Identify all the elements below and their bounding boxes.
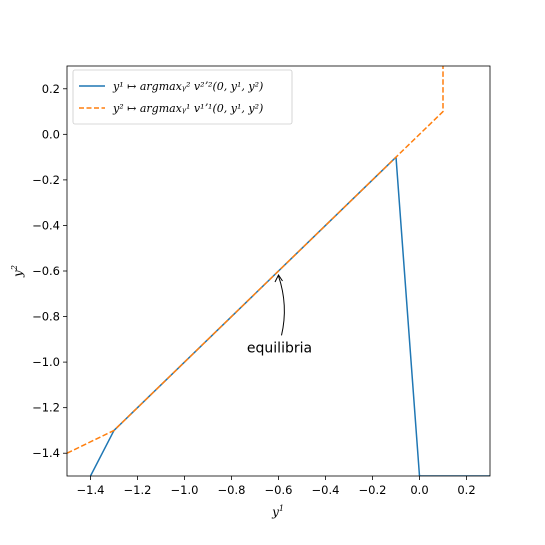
x-axis: −1.4 −1.2 −1.0 −0.8 −0.6 −0.4 −0.2 0.0 0.2 bbox=[77, 476, 476, 497]
x-tick-label: −1.2 bbox=[124, 483, 152, 497]
y-tick-label: −0.6 bbox=[32, 264, 60, 278]
x-tick-label: −0.8 bbox=[218, 483, 246, 497]
equilibria-annotation-arrowhead bbox=[274, 274, 283, 283]
x-axis-label: y1 bbox=[271, 504, 284, 519]
y-tick-label: −1.2 bbox=[32, 401, 60, 415]
y-tick-label: 0.2 bbox=[42, 82, 60, 96]
legend-entry-series-2: y² ↦ argmaxᵧ¹ v¹ʼ¹(0, y¹, y²) bbox=[112, 102, 263, 115]
y-axis: −1.4 −1.2 −1.0 −0.8 −0.6 −0.4 −0.2 0.0 0.2 bbox=[32, 82, 67, 460]
x-tick-label: −0.2 bbox=[359, 483, 387, 497]
x-tick-label: −1.4 bbox=[77, 483, 105, 497]
legend-entry-series-1: y¹ ↦ argmaxᵧ² v²ʼ²(0, y¹, y²) bbox=[112, 80, 263, 93]
equilibria-annotation-arrow bbox=[278, 275, 285, 336]
series-layer bbox=[67, 66, 490, 476]
x-tick-label: 0.0 bbox=[410, 483, 428, 497]
y-tick-label: −1.4 bbox=[32, 446, 60, 460]
legend: y¹ ↦ argmaxᵧ² v²ʼ²(0, y¹, y²) y² ↦ argma… bbox=[72, 69, 293, 125]
x-tick-label: 0.2 bbox=[457, 483, 475, 497]
y-tick-label: −0.4 bbox=[32, 218, 60, 232]
y-tick-label: −0.2 bbox=[32, 173, 60, 187]
y-tick-label: −1.0 bbox=[32, 355, 60, 369]
y-axis-label: y2 bbox=[10, 265, 25, 278]
equilibria-annotation: equilibria bbox=[247, 340, 312, 356]
y-tick-label: −0.8 bbox=[32, 310, 60, 324]
x-tick-label: −0.6 bbox=[265, 483, 293, 497]
x-tick-label: −0.4 bbox=[312, 483, 340, 497]
y-tick-label: 0.0 bbox=[42, 127, 60, 141]
x-tick-label: −1.0 bbox=[171, 483, 199, 497]
annotation-layer: equilibria bbox=[247, 274, 312, 356]
legend-box bbox=[72, 69, 293, 125]
series-line-2 bbox=[67, 66, 444, 454]
